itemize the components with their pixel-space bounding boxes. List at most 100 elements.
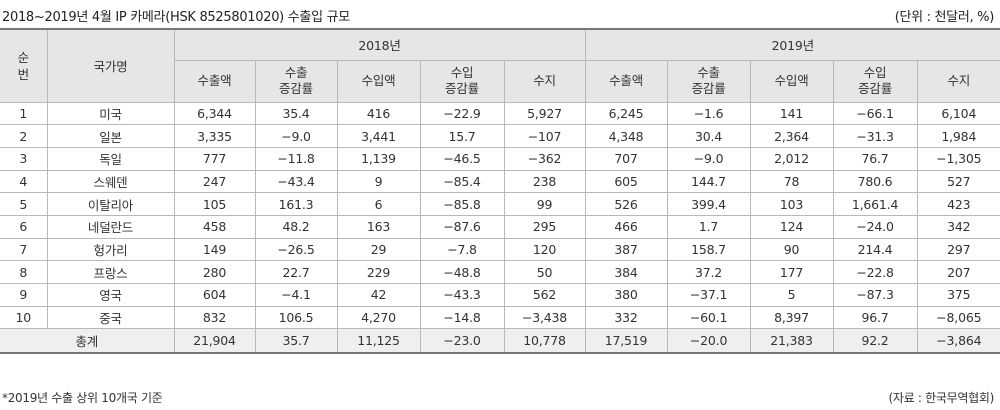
- value-cell-2018: 280: [173, 260, 256, 284]
- column-header: 수입액: [749, 59, 834, 103]
- value-cell-2018: 604: [173, 283, 256, 307]
- value-cell-2018: 295: [503, 214, 586, 239]
- value-cell-2018: −7.8: [419, 237, 505, 262]
- value-cell-2019: −31.3: [832, 124, 918, 148]
- column-header: 수출 증감률: [666, 59, 751, 103]
- country-cell: 이탈리아: [46, 192, 175, 216]
- value-cell-2019: 5: [749, 283, 834, 307]
- year-2019-header: 2019년: [584, 28, 1000, 61]
- value-cell-2018: −87.6: [419, 214, 505, 239]
- total-cell-2019: −3,864: [916, 328, 1000, 354]
- trade-table: 순 번 국가명 2018년 2019년 수출액 수출 증감률 수입액 수입 증감률 수지…: [0, 28, 1000, 354]
- column-header-row: 수출액 수출 증감률 수입액 수입 증감률 수지 수출액 수출 증감률 수입액 수입 증감률 수지: [0, 59, 1000, 103]
- country-cell: 프랑스: [46, 260, 175, 284]
- country-cell: 일본: [46, 124, 175, 148]
- rank-cell: 9: [0, 283, 48, 307]
- column-header: 수입액: [336, 59, 421, 103]
- value-cell-2019: 8,397: [749, 305, 834, 330]
- table-row: 5 이탈리아 105 161.3 6 −85.8 99 526 399.4 103 1,661.4 4…: [0, 192, 1000, 216]
- value-cell-2019: 158.7: [666, 237, 751, 262]
- value-cell-2019: 103: [749, 192, 834, 216]
- rank-cell: 10: [0, 305, 48, 330]
- value-cell-2019: 527: [916, 169, 1000, 194]
- value-cell-2019: 90: [749, 237, 834, 262]
- column-header: 수지: [503, 59, 586, 103]
- value-cell-2019: 37.2: [666, 260, 751, 284]
- value-cell-2019: 1,984: [916, 124, 1000, 148]
- country-cell: 독일: [46, 146, 175, 171]
- value-cell-2018: 458: [173, 214, 256, 239]
- column-header: 수지: [916, 59, 1000, 103]
- value-cell-2018: −11.8: [254, 146, 338, 171]
- total-cell-2019: 21,383: [749, 328, 834, 354]
- value-cell-2018: 29: [336, 237, 421, 262]
- table-body: 1 미국 6,344 35.4 416 −22.9 5,927 6,245 −1.6 141 −66…: [0, 101, 1000, 354]
- value-cell-2018: 120: [503, 237, 586, 262]
- value-cell-2018: 105: [173, 192, 256, 216]
- country-cell: 미국: [46, 101, 175, 126]
- value-cell-2019: 6,245: [584, 101, 668, 126]
- value-cell-2018: 777: [173, 146, 256, 171]
- value-cell-2019: −24.0: [832, 214, 918, 239]
- value-cell-2018: −46.5: [419, 146, 505, 171]
- value-cell-2019: 526: [584, 192, 668, 216]
- value-cell-2019: 466: [584, 214, 668, 239]
- value-cell-2018: 5,927: [503, 101, 586, 126]
- table-row: 9 영국 604 −4.1 42 −43.3 562 380 −37.1 5 −87.3 375: [0, 283, 1000, 307]
- table-header-bar: 2018~2019년 4월 IP 카메라(HSK 8525801020) 수출입…: [0, 0, 1000, 28]
- table-row: 1 미국 6,344 35.4 416 −22.9 5,927 6,245 −1.6 141 −66…: [0, 101, 1000, 126]
- value-cell-2018: 6,344: [173, 101, 256, 126]
- source-label: (자료 : 한국무역협회): [888, 391, 995, 405]
- value-cell-2018: 106.5: [254, 305, 338, 330]
- value-cell-2019: 380: [584, 283, 668, 307]
- value-cell-2019: −37.1: [666, 283, 751, 307]
- table-row: 10 중국 832 106.5 4,270 −14.8 −3,438 332 −60.1 8,39…: [0, 305, 1000, 330]
- value-cell-2018: 229: [336, 260, 421, 284]
- value-cell-2019: 605: [584, 169, 668, 194]
- value-cell-2019: 144.7: [666, 169, 751, 194]
- value-cell-2018: 50: [503, 260, 586, 284]
- total-label: 총계: [0, 328, 175, 354]
- value-cell-2018: 562: [503, 283, 586, 307]
- value-cell-2018: 22.7: [254, 260, 338, 284]
- value-cell-2018: −43.3: [419, 283, 505, 307]
- total-cell-2018: −23.0: [419, 328, 505, 354]
- value-cell-2019: −1.6: [666, 101, 751, 126]
- total-cell-2018: 10,778: [503, 328, 586, 354]
- rank-cell: 7: [0, 237, 48, 262]
- value-cell-2018: 161.3: [254, 192, 338, 216]
- table-row: 7 헝가리 149 −26.5 29 −7.8 120 387 158.7 90 214.4 297: [0, 237, 1000, 262]
- year-2018-header: 2018년: [173, 28, 586, 61]
- value-cell-2019: 387: [584, 237, 668, 262]
- value-cell-2018: −85.4: [419, 169, 505, 194]
- value-cell-2019: 342: [916, 214, 1000, 239]
- rank-cell: 4: [0, 169, 48, 194]
- value-cell-2019: 6,104: [916, 101, 1000, 126]
- total-cell-2018: 35.7: [254, 328, 338, 354]
- column-header: 수입 증감률: [832, 59, 918, 103]
- value-cell-2019: −60.1: [666, 305, 751, 330]
- value-cell-2019: 141: [749, 101, 834, 126]
- value-cell-2019: −22.8: [832, 260, 918, 284]
- value-cell-2018: 416: [336, 101, 421, 126]
- value-cell-2019: 96.7: [832, 305, 918, 330]
- value-cell-2019: 332: [584, 305, 668, 330]
- value-cell-2019: 399.4: [666, 192, 751, 216]
- total-cell-2019: 92.2: [832, 328, 918, 354]
- table-row: 2 일본 3,335 −9.0 3,441 15.7 −107 4,348 30.4 2,364−…: [0, 124, 1000, 148]
- value-cell-2018: 3,441: [336, 124, 421, 148]
- value-cell-2018: 9: [336, 169, 421, 194]
- total-cell-2018: 21,904: [173, 328, 256, 354]
- value-cell-2018: −4.1: [254, 283, 338, 307]
- value-cell-2018: −9.0: [254, 124, 338, 148]
- country-cell: 네덜란드: [46, 214, 175, 239]
- value-cell-2018: 238: [503, 169, 586, 194]
- total-cell-2019: −20.0: [666, 328, 751, 354]
- value-cell-2018: 35.4: [254, 101, 338, 126]
- value-cell-2019: 76.7: [832, 146, 918, 171]
- rank-header: 순 번: [0, 28, 48, 103]
- value-cell-2018: −26.5: [254, 237, 338, 262]
- value-cell-2019: −66.1: [832, 101, 918, 126]
- value-cell-2019: 177: [749, 260, 834, 284]
- value-cell-2018: −22.9: [419, 101, 505, 126]
